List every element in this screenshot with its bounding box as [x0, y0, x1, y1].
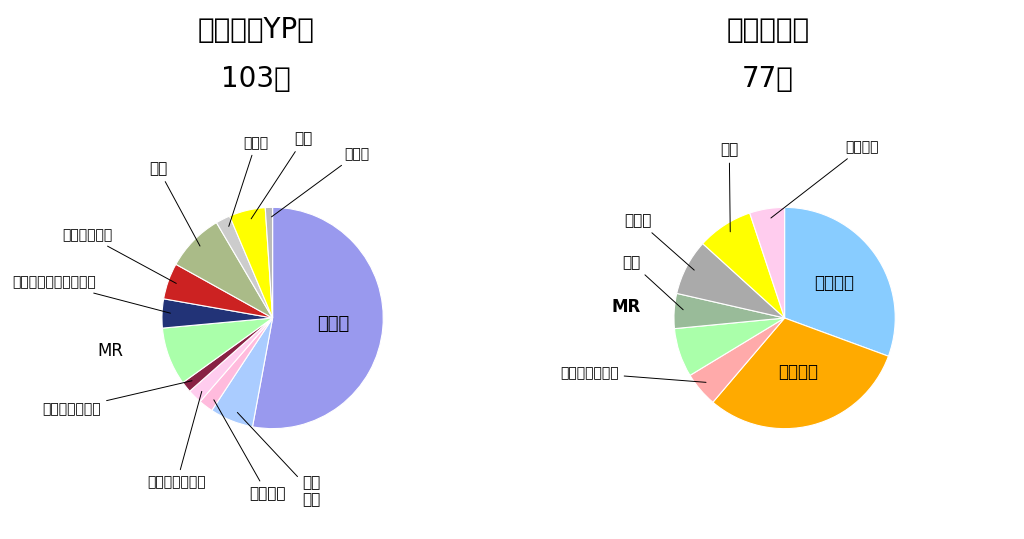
Wedge shape [675, 318, 784, 375]
Text: 進学: 進学 [720, 143, 738, 232]
Wedge shape [702, 213, 784, 318]
Text: MR: MR [97, 342, 123, 360]
Wedge shape [229, 208, 272, 318]
Wedge shape [182, 318, 272, 391]
Wedge shape [162, 299, 272, 328]
Text: 生産・品質管理: 生産・品質管理 [147, 391, 206, 489]
Wedge shape [750, 208, 784, 318]
Text: 基礎研究: 基礎研究 [778, 363, 818, 381]
Text: 他職種: 他職種 [625, 213, 694, 270]
Wedge shape [200, 318, 272, 410]
Text: 応用研究: 応用研究 [214, 400, 286, 501]
Wedge shape [265, 208, 272, 318]
Wedge shape [674, 293, 784, 329]
Text: 行政: 行政 [150, 161, 200, 246]
Text: 生産・品質管理: 生産・品質管理 [560, 367, 706, 382]
Wedge shape [164, 264, 272, 318]
Text: 103人: 103人 [221, 65, 291, 93]
Wedge shape [784, 208, 895, 356]
Wedge shape [189, 318, 272, 402]
Wedge shape [713, 318, 889, 429]
Text: 大学院修士: 大学院修士 [726, 16, 810, 44]
Text: 学術・安全管理: 学術・安全管理 [42, 381, 193, 416]
Wedge shape [216, 216, 272, 318]
Wedge shape [690, 318, 784, 402]
Wedge shape [212, 318, 272, 427]
Text: 他職種: 他職種 [228, 136, 268, 226]
Text: その他: その他 [271, 147, 370, 217]
Wedge shape [163, 318, 272, 383]
Text: 進学: 進学 [251, 132, 312, 219]
Text: MR: MR [611, 298, 641, 316]
Text: 薬剤師: 薬剤師 [317, 315, 349, 333]
Text: 薬学科（YP）: 薬学科（YP） [198, 16, 314, 44]
Text: 技術開発: 技術開発 [814, 274, 854, 292]
Wedge shape [253, 208, 383, 429]
Text: その他専門職: その他専門職 [61, 228, 176, 284]
Text: 応用研究: 応用研究 [771, 140, 879, 218]
Text: 技術
開発: 技術 開発 [238, 412, 321, 508]
Wedge shape [677, 244, 784, 318]
Text: 行政: 行政 [623, 255, 683, 310]
Text: 調査・マーケティング: 調査・マーケティング [12, 275, 170, 313]
Wedge shape [176, 223, 272, 318]
Text: 77人: 77人 [742, 65, 794, 93]
